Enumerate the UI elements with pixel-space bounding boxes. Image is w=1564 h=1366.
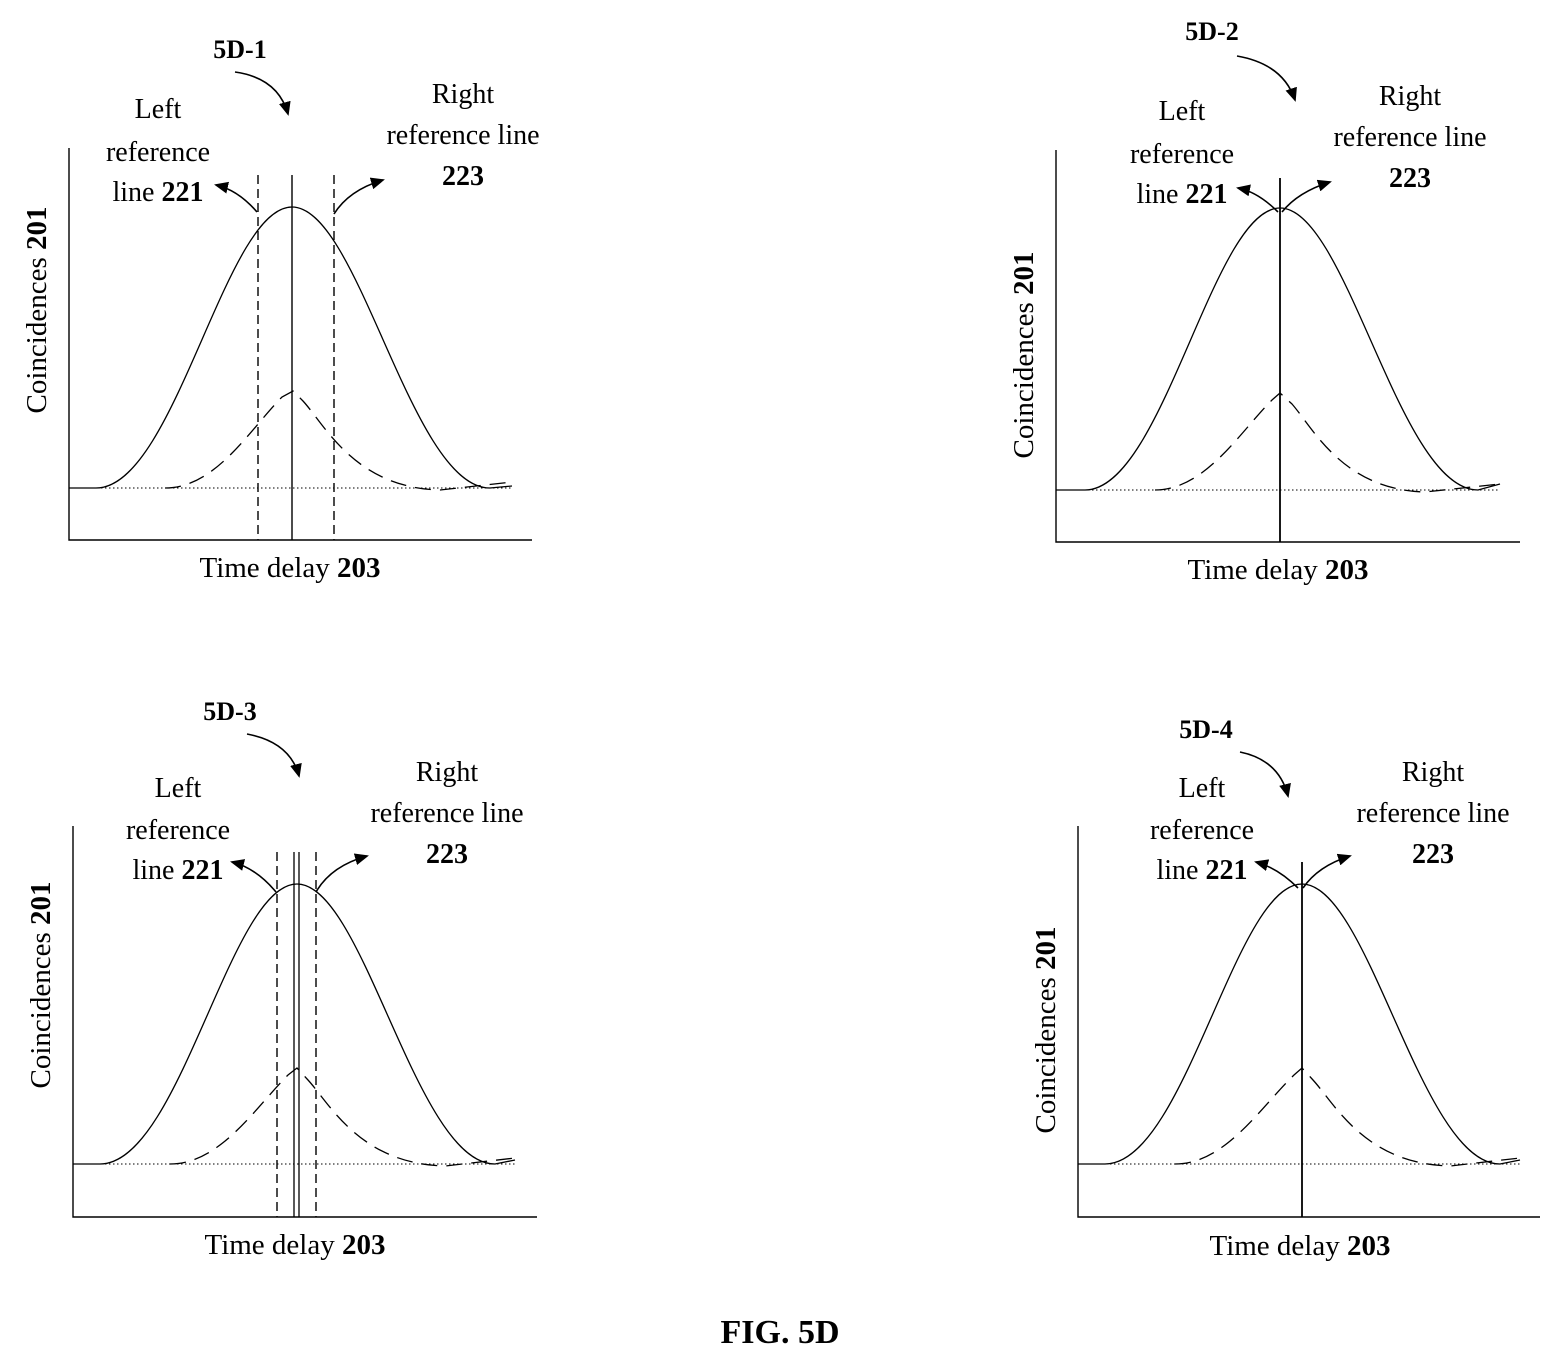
solid-peak-curve — [69, 206, 513, 489]
panel-label-arrow — [1236, 55, 1297, 102]
left-reference-arrow — [230, 859, 277, 893]
dashed-peak-curve — [1174, 1067, 1521, 1167]
right-reference-line-number: 223 — [1412, 839, 1454, 870]
axes — [72, 826, 537, 1218]
panel-5d-4: 5D-4 Left reference line 221 Right refer… — [1030, 715, 1540, 1262]
left-reference-line-label-3: line 221 — [113, 177, 204, 208]
right-reference-line-label-2: reference line — [1333, 122, 1486, 153]
left-reference-arrow — [214, 181, 258, 213]
left-reference-line-label: Left — [1179, 773, 1226, 804]
right-reference-line-label-2: reference line — [386, 120, 539, 151]
axes — [1077, 826, 1540, 1218]
dashed-peak-curve — [164, 390, 513, 491]
right-reference-line-label-2: reference line — [370, 798, 523, 829]
y-axis-title: Coincidences 201 — [1030, 927, 1062, 1134]
left-reference-line-label: Left — [1159, 96, 1206, 127]
right-reference-line-number: 223 — [1389, 163, 1431, 194]
right-reference-arrow — [315, 853, 369, 893]
solid-peak-curve — [1056, 207, 1501, 491]
y-axis-title: Coincidences 201 — [25, 882, 57, 1089]
panel-label: 5D-3 — [203, 697, 256, 726]
left-reference-line-label-3: line 221 — [133, 855, 224, 886]
panel-label: 5D-1 — [213, 35, 266, 64]
right-reference-line-label-2: reference line — [1356, 798, 1509, 829]
right-reference-line-label: Right — [432, 79, 494, 110]
axes — [68, 148, 532, 541]
x-axis-title: Time delay 203 — [205, 1229, 386, 1261]
x-axis-title: Time delay 203 — [200, 552, 381, 584]
left-reference-line-label-2: reference — [106, 137, 210, 168]
panel-5d-2: 5D-2 Left reference line 221 Right refer… — [1008, 17, 1520, 586]
left-reference-arrow — [1236, 184, 1279, 213]
x-axis-title: Time delay 203 — [1188, 554, 1369, 586]
solid-peak-curve — [1078, 883, 1521, 1165]
right-reference-line-label: Right — [1402, 757, 1464, 788]
right-reference-arrow — [1281, 179, 1332, 213]
y-axis-title: Coincidences 201 — [1008, 252, 1040, 459]
figure-caption: FIG. 5D — [721, 1314, 840, 1351]
left-reference-line-label-2: reference — [126, 815, 230, 846]
panel-label-arrow — [246, 733, 302, 778]
left-reference-line-label-3: line 221 — [1137, 179, 1228, 210]
left-reference-line-label-3: line 221 — [1157, 855, 1248, 886]
axes — [1055, 150, 1520, 543]
y-axis-title: Coincidences 201 — [21, 207, 53, 414]
left-reference-line-label: Left — [155, 773, 202, 804]
right-reference-line-number: 223 — [426, 839, 468, 870]
panel-label: 5D-4 — [1179, 715, 1232, 744]
dashed-peak-curve — [1154, 392, 1501, 493]
panel-label: 5D-2 — [1185, 17, 1238, 46]
left-reference-line-label-2: reference — [1150, 815, 1254, 846]
panel-label-arrow — [1239, 751, 1291, 798]
right-reference-line-number: 223 — [442, 161, 484, 192]
dashed-peak-curve — [169, 1067, 516, 1167]
right-reference-arrow — [333, 177, 385, 215]
x-axis-title: Time delay 203 — [1210, 1230, 1391, 1262]
right-reference-line-label: Right — [416, 757, 478, 788]
right-reference-arrow — [1302, 853, 1352, 889]
left-reference-arrow — [1254, 859, 1299, 889]
left-reference-line-label: Left — [135, 94, 182, 125]
left-reference-line-label-2: reference — [1130, 139, 1234, 170]
panel-5d-3: 5D-3 Left reference line 221 Right refer… — [25, 697, 537, 1261]
right-reference-line-label: Right — [1379, 81, 1441, 112]
panel-5d-1: 5D-1 Left reference line 221 Right refer… — [21, 35, 540, 584]
solid-peak-curve — [73, 883, 516, 1165]
panel-label-arrow — [234, 71, 291, 116]
